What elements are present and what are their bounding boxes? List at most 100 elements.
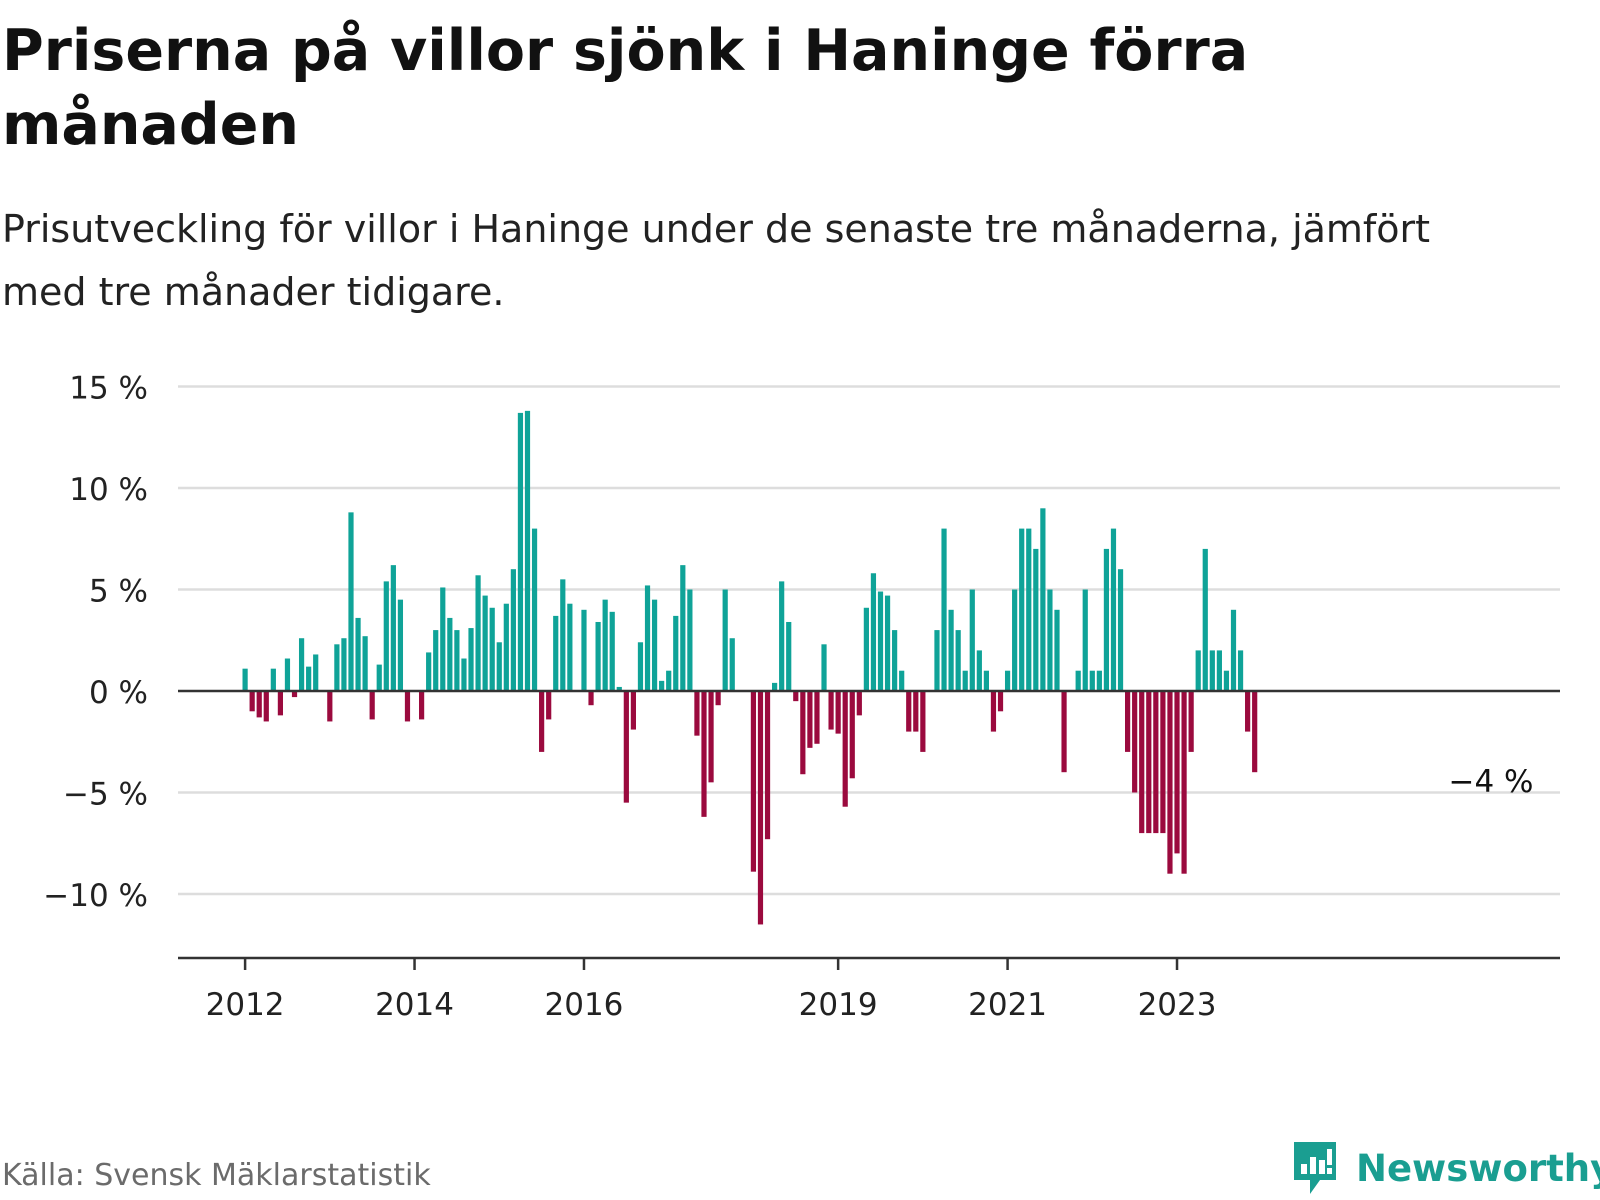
bar <box>475 575 481 691</box>
bar <box>602 599 608 691</box>
bar-layer <box>242 410 1258 925</box>
bar <box>1125 691 1131 752</box>
bar <box>567 603 573 691</box>
bar <box>1040 508 1046 691</box>
bar <box>786 621 792 691</box>
bar <box>1181 691 1187 874</box>
bar <box>750 691 757 872</box>
bar <box>644 585 651 691</box>
bar <box>524 410 531 691</box>
bar <box>687 589 693 691</box>
bar <box>588 691 594 706</box>
y-tick-label: 10 % <box>69 472 148 508</box>
bar <box>249 691 255 712</box>
bar <box>496 642 502 691</box>
y-tick-label: 5 % <box>89 574 148 610</box>
bar <box>1033 548 1039 691</box>
bar <box>581 609 587 691</box>
bar <box>609 611 615 691</box>
bar <box>651 599 658 691</box>
bar <box>433 630 439 691</box>
bar <box>419 691 425 720</box>
bar <box>327 691 333 722</box>
bar <box>990 691 997 732</box>
bar <box>969 589 975 691</box>
bar <box>1012 589 1018 691</box>
bar <box>630 691 636 730</box>
bar <box>334 644 340 691</box>
x-tick-label: 2012 <box>206 987 285 1023</box>
bar <box>814 691 820 744</box>
bar <box>1146 691 1152 834</box>
bar <box>291 691 298 698</box>
bar <box>546 691 552 720</box>
bar <box>807 691 813 748</box>
bar <box>595 621 601 691</box>
bar <box>348 512 354 691</box>
x-tick-label: 2021 <box>968 987 1047 1023</box>
bar <box>1237 650 1244 691</box>
bar <box>863 607 869 691</box>
axis-layer: 15 % 10 % 5 % 0 % −5 % −10 % 2012 2014 2016 2019 2… <box>43 371 1560 1023</box>
bar <box>1223 670 1230 691</box>
bar <box>659 680 665 691</box>
bar <box>1209 650 1215 691</box>
bar <box>454 630 460 691</box>
bar <box>835 691 841 734</box>
bar <box>1174 691 1180 854</box>
chart-subtitle: Prisutveckling för villor i Haninge unde… <box>2 207 1431 314</box>
bar <box>1026 528 1032 691</box>
bar <box>510 569 516 691</box>
bar <box>849 691 855 779</box>
bar <box>1216 650 1222 691</box>
bar <box>757 691 764 925</box>
bar <box>1096 670 1102 691</box>
bar <box>447 617 453 691</box>
bar <box>397 599 404 691</box>
bar <box>962 670 968 691</box>
bar <box>722 589 728 691</box>
bar <box>517 412 524 691</box>
bar <box>256 691 262 718</box>
bar <box>1139 691 1145 834</box>
bar <box>426 652 432 691</box>
bar <box>673 615 679 691</box>
bar <box>920 691 926 752</box>
bar <box>1082 589 1088 691</box>
bar <box>906 691 912 732</box>
bar <box>1089 670 1095 691</box>
y-tick-label: −10 % <box>43 878 148 914</box>
bar <box>1019 528 1025 691</box>
bar <box>560 579 566 691</box>
bar <box>362 636 368 691</box>
bar <box>390 565 396 691</box>
x-tick-label: 2023 <box>1138 987 1217 1023</box>
bar <box>1061 691 1067 773</box>
brand-logo[interactable]: Newsworthy <box>1290 1140 1600 1196</box>
bar <box>828 691 834 730</box>
bar <box>1153 691 1159 834</box>
bar <box>553 615 559 691</box>
bar <box>941 528 947 691</box>
bar <box>701 691 707 817</box>
bar <box>934 630 940 691</box>
bar <box>341 638 347 691</box>
bar <box>779 581 785 691</box>
bar <box>884 595 891 691</box>
bar <box>976 650 982 691</box>
bar <box>892 630 898 691</box>
x-tick-label: 2014 <box>375 987 454 1023</box>
bar <box>1117 569 1124 691</box>
bar <box>680 565 686 691</box>
bar <box>1110 528 1117 691</box>
bar <box>729 638 735 691</box>
bar <box>242 668 248 691</box>
source-note: Källa: Svensk Mäklarstatistik <box>2 1158 431 1193</box>
bar <box>983 670 989 691</box>
bar <box>1047 589 1053 691</box>
bar <box>461 658 467 691</box>
last-value-label: −4 % <box>1448 764 1533 800</box>
y-tick-label: 15 % <box>69 371 148 407</box>
bar <box>764 691 771 840</box>
bar <box>1132 691 1138 793</box>
